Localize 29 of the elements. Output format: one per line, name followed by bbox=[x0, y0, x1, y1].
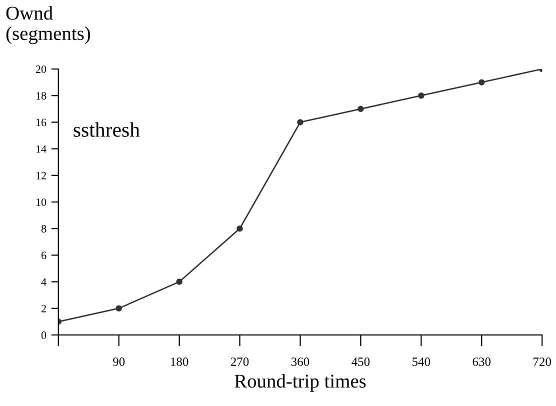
x-tick-label: 360 bbox=[291, 358, 310, 366]
y-tick-label: 0 bbox=[41, 331, 46, 339]
point bbox=[297, 119, 304, 126]
x-tick-label: 270 bbox=[230, 358, 249, 366]
x-tick-label: 540 bbox=[412, 358, 430, 366]
y-tick-label: 2 bbox=[42, 304, 46, 312]
x-tick-label: 720 bbox=[534, 358, 551, 366]
x-tick-label: 630 bbox=[472, 358, 491, 366]
x-tick-label: 180 bbox=[171, 358, 188, 366]
x-tick-label: 450 bbox=[352, 358, 370, 366]
y-tick-label: 8 bbox=[41, 225, 46, 233]
point bbox=[358, 106, 364, 112]
y-tick-label: 20 bbox=[36, 65, 46, 73]
point bbox=[236, 225, 243, 232]
y-tick-label: 14 bbox=[36, 145, 46, 153]
y-tick-label: 12 bbox=[36, 172, 46, 180]
y-axis-title: Ownd (segments) bbox=[6, 6, 90, 44]
x-axis-title: Round-trip times bbox=[234, 374, 366, 392]
x-tick-label: 90 bbox=[112, 358, 125, 366]
point bbox=[418, 92, 424, 99]
y-tick-label: 10 bbox=[36, 198, 46, 206]
point bbox=[478, 79, 485, 86]
y-tick-label: 4 bbox=[41, 278, 46, 286]
point bbox=[176, 278, 182, 285]
y-tick-label: 16 bbox=[36, 118, 46, 126]
y-tick-label: 18 bbox=[36, 92, 46, 100]
y-tick-label: 6 bbox=[41, 252, 46, 260]
point bbox=[116, 305, 122, 312]
annotation: ssthresh bbox=[74, 122, 140, 137]
